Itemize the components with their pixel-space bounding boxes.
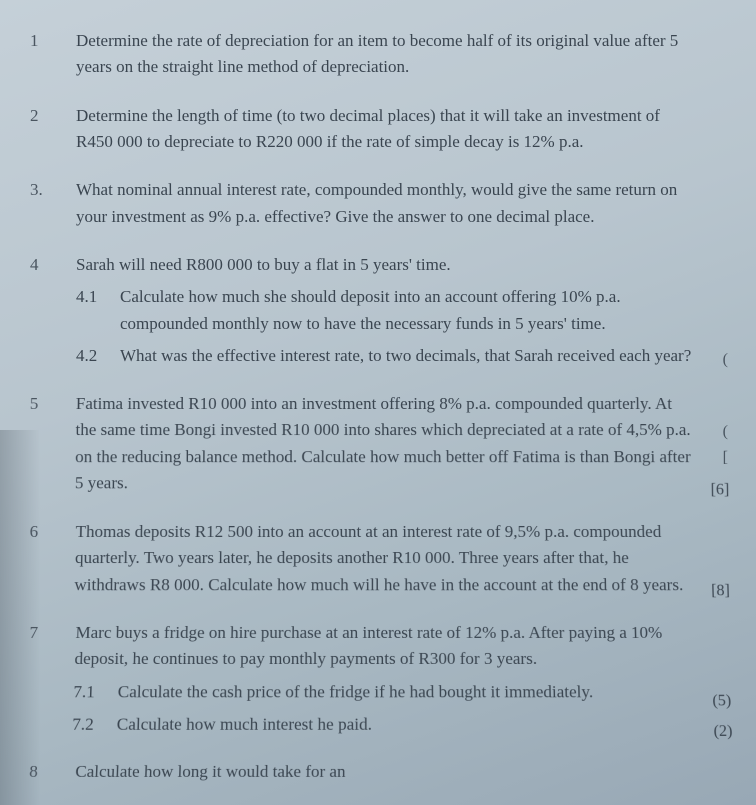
question-3: 3. What nominal annual interest rate, co…	[30, 177, 736, 230]
subquestion-number: 4.2	[76, 343, 120, 369]
subquestion-number: 4.1	[76, 284, 120, 337]
subquestion-4-1: 4.1 Calculate how much she should deposi…	[76, 284, 696, 337]
question-text: Determine the rate of depreciation for a…	[76, 28, 736, 81]
question-body: Sarah will need R800 000 to buy a flat i…	[76, 252, 736, 369]
subquestion-text: What was the effective interest rate, to…	[120, 343, 696, 369]
question-text: Calculate how long it would take for an	[75, 759, 738, 785]
question-number: 3.	[30, 177, 76, 230]
question-number: 2	[30, 103, 76, 156]
question-number: 6	[28, 519, 76, 598]
question-2: 2 Determine the length of time (to two d…	[30, 103, 736, 156]
marks-label: (5)	[712, 689, 732, 714]
question-1: 1 Determine the rate of depreciation for…	[30, 28, 736, 81]
subquestion-text: Calculate how much she should deposit in…	[120, 284, 696, 337]
subquestion-4-2: 4.2 What was the effective interest rate…	[76, 343, 696, 369]
question-number: 1	[30, 28, 76, 81]
question-5: 5 Fatima invested R10 000 into an invest…	[29, 391, 738, 497]
subquestion-text: Calculate how much interest he paid.	[116, 711, 700, 738]
subquestion-7-1: 7.1 Calculate the cash price of the frid…	[73, 679, 699, 706]
question-8: 8 Calculate how long it would take for a…	[29, 759, 738, 785]
question-text: Fatima invested R10 000 into an investme…	[75, 391, 738, 497]
question-intro: Sarah will need R800 000 to buy a flat i…	[76, 252, 696, 278]
marks-label: [8]	[711, 579, 730, 604]
subquestion-text: Calculate the cash price of the fridge i…	[117, 679, 699, 706]
subquestion-number: 7.2	[72, 711, 117, 738]
question-text: What nominal annual interest rate, compo…	[76, 177, 736, 230]
marks-label: [6]	[710, 478, 729, 503]
question-number: 5	[29, 391, 76, 497]
question-6: 6 Thomas deposits R12 500 into an accoun…	[28, 519, 738, 598]
question-number: 4	[30, 252, 76, 369]
question-number: 8	[29, 759, 76, 785]
marks-partial: (	[723, 348, 728, 373]
question-4: 4 Sarah will need R800 000 to buy a flat…	[30, 252, 736, 369]
question-intro: Marc buys a fridge on hire purchase at a…	[74, 620, 698, 673]
question-7: 7 Marc buys a fridge on hire purchase at…	[25, 620, 741, 738]
question-number: 7	[25, 620, 76, 738]
question-body: Marc buys a fridge on hire purchase at a…	[72, 620, 741, 738]
question-text: Determine the length of time (to two dec…	[76, 103, 736, 156]
subquestion-7-2: 7.2 Calculate how much interest he paid.	[72, 711, 701, 738]
question-text: Thomas deposits R12 500 into an account …	[74, 519, 738, 598]
marks-label: (2)	[713, 719, 733, 744]
subquestion-number: 7.1	[73, 679, 118, 706]
